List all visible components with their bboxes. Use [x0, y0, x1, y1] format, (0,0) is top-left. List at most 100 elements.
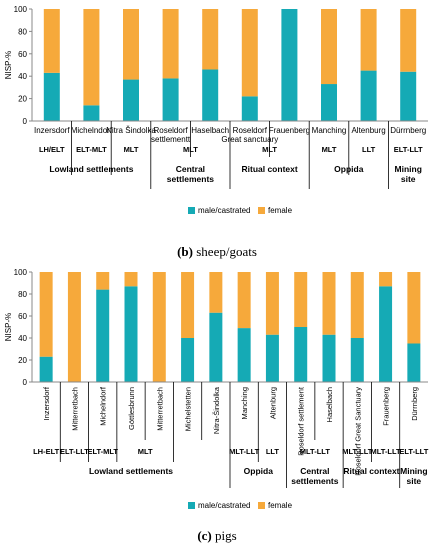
bar-female [360, 9, 377, 71]
bar-male-castrated [43, 72, 60, 121]
bar-female [67, 272, 81, 382]
y-tick-label: 40 [18, 334, 27, 343]
bar-female [124, 272, 138, 287]
y-tick-label: 100 [14, 5, 28, 14]
legend-swatch-female [258, 502, 265, 509]
y-tick-label: 0 [23, 378, 28, 387]
category-label: Manching [240, 387, 249, 420]
period-label: LH-ELT [33, 447, 60, 456]
group-label: Mining site [400, 466, 427, 486]
bar-male-castrated [321, 84, 337, 121]
category-label: Inzersdorf [34, 126, 70, 135]
chart-pigs-svg: NISP-% 0 20 40 60 80 100 Inzersdorf Mitterretbac… [4, 268, 429, 510]
bar-male-castrated [181, 338, 195, 382]
period-label: LLT [362, 145, 376, 154]
category-label: Dürrnberg [410, 387, 419, 421]
category-label: Mitterretbach [155, 387, 164, 431]
period-label: LH/ELT [39, 145, 65, 154]
y-tick-label: 20 [18, 356, 27, 365]
bar-female [400, 9, 417, 72]
caption-text: sheep/goats [196, 244, 257, 259]
bar-female [322, 272, 336, 335]
bar-male-castrated [294, 327, 308, 382]
period-label: ELT-LLT [60, 447, 89, 456]
legend-swatch-male-castrated [188, 207, 195, 214]
caption-letter: (b) [177, 244, 193, 259]
bar-male-castrated [123, 79, 139, 121]
group-label: Oppida [334, 164, 364, 174]
category-label: Michelstetten [184, 387, 193, 431]
category-label: Inzersdorf [42, 386, 51, 420]
bar-male-castrated [162, 78, 179, 121]
category-label: Roseldorf Great Sanctuary [353, 387, 362, 476]
category-label: Nitra Šindolka [106, 126, 156, 135]
period-label: ELT-MLT [87, 447, 118, 456]
bar-male-castrated [360, 70, 377, 121]
bar-female [181, 272, 195, 338]
bar-male-castrated [265, 334, 279, 382]
bar-male-castrated [209, 312, 223, 382]
y-tick-label: 80 [18, 290, 27, 299]
group-label: Central settlements [291, 466, 339, 486]
bar-female [379, 272, 393, 287]
bar-male-castrated [83, 105, 100, 121]
bar-female [96, 272, 110, 290]
caption-sheep-goats: (b) sheep/goats [0, 244, 434, 260]
bar-female [241, 9, 258, 97]
caption-letter: (c) [197, 528, 212, 543]
bar-female [350, 272, 364, 338]
period-label: MLT-LLT [300, 447, 331, 456]
bar-male-castrated [241, 96, 258, 121]
category-label: Manching [312, 126, 347, 135]
period-label: MLT [124, 145, 139, 154]
y-tick-label: 60 [18, 312, 27, 321]
category-label: Dürrnberg [390, 126, 426, 135]
category-label: Roseldorf settlement [297, 386, 306, 456]
period-label: MLT [322, 145, 337, 154]
group-label: Oppida [244, 466, 274, 476]
caption-pigs: (c) pigs [0, 528, 434, 544]
category-label: Göttlesbrunn [127, 387, 136, 430]
y-tick-label: 80 [18, 27, 27, 36]
bar-female [237, 272, 251, 329]
period-label: MLT-LLT [371, 447, 402, 456]
bar-male-castrated [281, 9, 298, 121]
bar-female [265, 272, 279, 335]
y-tick-label: 40 [18, 72, 27, 81]
bar-male-castrated [124, 286, 138, 382]
category-label: Roseldorf Great sanctuary [221, 126, 278, 144]
legend-label: male/castrated [198, 206, 250, 215]
bar-female [162, 9, 179, 79]
category-label: Haselbach [191, 126, 229, 135]
period-label: ELT-MLT [76, 145, 107, 154]
period-label: MLT [138, 447, 153, 456]
period-label: MLT-LLT [229, 447, 260, 456]
category-label: Frauenberg [382, 387, 391, 426]
chart-pigs: NISP-% 0 20 40 60 80 100 Inzersdorf Mitterretbac… [0, 262, 434, 550]
bar-female [152, 272, 166, 382]
bar-male-castrated [96, 289, 110, 382]
category-label: Michelndorf [71, 126, 113, 135]
bar-male-castrated [407, 343, 421, 382]
chart-sheep-goats-svg: NISP-% 0 20 40 60 80 100 Inzersdorf MichelndorfN… [4, 5, 428, 215]
group-label: Ritual context [241, 164, 297, 174]
category-label: Frauenberg [269, 126, 310, 135]
bar-female [83, 9, 100, 106]
legend-label: male/castrated [198, 501, 250, 510]
y-axis-label: NISP-% [4, 313, 13, 341]
group-label: Mining site [395, 164, 422, 184]
period-label: ELT-LLT [399, 447, 428, 456]
y-tick-label: 20 [18, 95, 27, 104]
group-label: Central settlements [167, 164, 215, 184]
group-label: Ritual context [343, 466, 399, 476]
category-label: Michelndorf [99, 386, 108, 426]
period-label: MLT [262, 145, 277, 154]
legend-label: female [268, 501, 293, 510]
legend-swatch-male-castrated [188, 502, 195, 509]
group-label: Lowland settlements [89, 466, 173, 476]
bar-male-castrated [379, 286, 393, 382]
y-tick-label: 60 [18, 50, 27, 59]
period-label: MLT [183, 145, 198, 154]
legend-swatch-female [258, 207, 265, 214]
bar-male-castrated [322, 334, 336, 382]
